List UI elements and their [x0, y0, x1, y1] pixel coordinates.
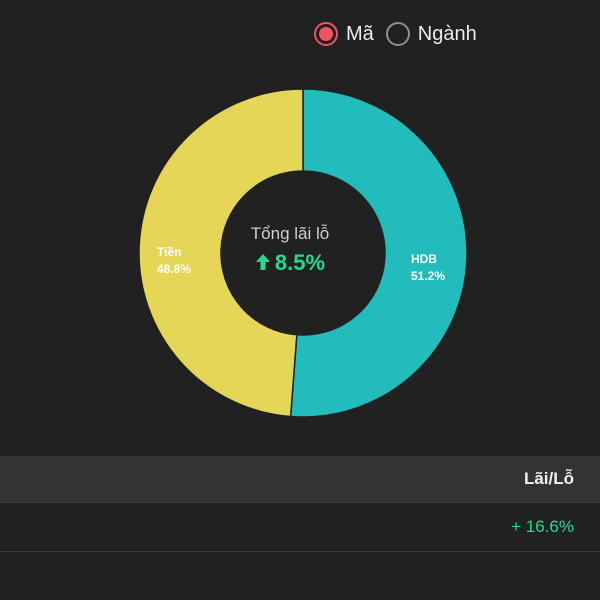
slice-label-hdb: HDB 51.2% [411, 251, 445, 285]
slice-label-tien: Tiền 48.8% [157, 244, 191, 278]
slice-label-tien-percent: 48.8% [157, 262, 192, 276]
radio-unselected-icon[interactable] [385, 22, 410, 46]
donut-slice-hdb[interactable] [289, 88, 468, 418]
radio-selected-icon[interactable] [314, 22, 338, 46]
center-value-text: 8.5% [274, 250, 326, 275]
table-row[interactable]: + 16.6% [0, 503, 600, 552]
view-toggle: Mã Ngành [314, 22, 489, 46]
radio-nganh[interactable]: Ngành [385, 22, 477, 46]
slice-label-hdb-name: HDB [411, 252, 437, 266]
table-header: Lãi/Lỗ [0, 456, 600, 503]
slice-label-hdb-percent: 51.2% [411, 269, 446, 283]
cell-lai-lo: + 16.6% [511, 517, 574, 536]
slice-label-tien-name: Tiền [157, 245, 182, 259]
column-header-lai-lo[interactable]: Lãi/Lỗ [523, 469, 574, 488]
donut-chart: Tổng lãi lỗ 8.5% HDB 51.2% Tiền 48.8% [138, 88, 468, 418]
center-value: 8.5% [190, 250, 390, 276]
center-title: Tổng lãi lỗ [250, 224, 330, 243]
radio-nganh-label: Ngành [417, 22, 477, 45]
donut-chart-svg [138, 88, 468, 418]
radio-ma[interactable]: Mã [314, 22, 374, 46]
donut-slice-tiền[interactable] [138, 88, 304, 418]
arrow-up-icon [255, 254, 270, 270]
radio-ma-label: Mã [346, 22, 374, 45]
